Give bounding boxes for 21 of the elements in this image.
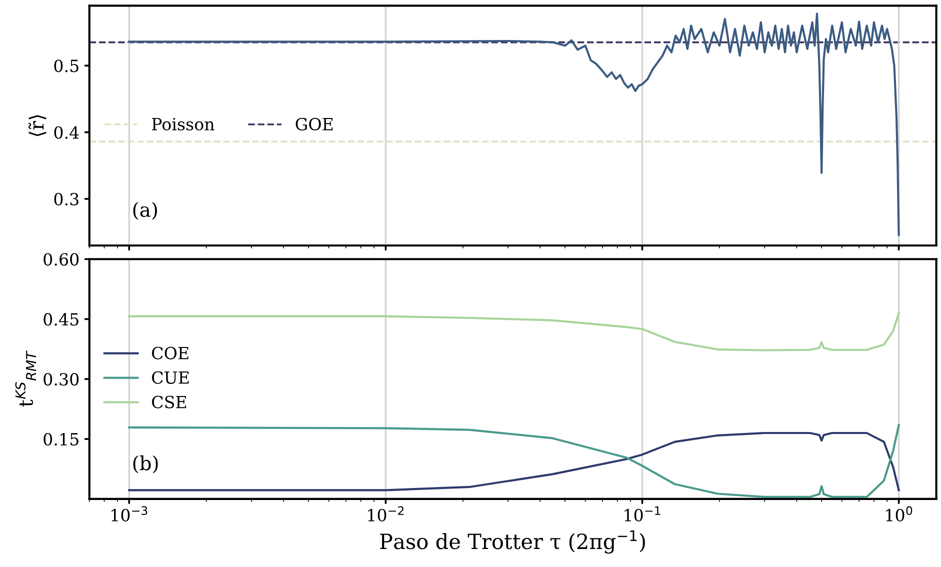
x-tick-label: 10$^{−3}$ <box>112 506 148 522</box>
y-tick-label: 0.4 <box>54 126 79 139</box>
annotation: (b) <box>133 455 158 474</box>
annotation: (a) <box>133 202 157 220</box>
y-tick-label: 0.5 <box>54 60 78 72</box>
y-tick-label: 0.30 <box>44 373 79 386</box>
y-axis-title: ⟨r̃⟩ <box>28 115 46 136</box>
y-tick-label: 0.45 <box>44 313 78 326</box>
y-tick-label: 0.3 <box>54 192 78 206</box>
legend-label: COE <box>152 346 188 360</box>
y-axis-title: t$^{KS}$$_{RMT}$ <box>15 350 36 407</box>
legend-label: CSE <box>152 396 186 408</box>
legend-label: Poisson <box>152 118 214 130</box>
y-tick-label: 0.60 <box>44 253 79 266</box>
y-tick-label: 0.15 <box>44 432 78 446</box>
legend-label: CUE <box>152 371 189 384</box>
legend-label: GOE <box>296 118 333 130</box>
x-tick-label: 10$^{−2}$ <box>368 506 404 522</box>
x-tick-label: 10$^{−1}$ <box>624 506 660 522</box>
x-tick-label: 10$^{0}$ <box>886 506 912 522</box>
x-axis-title: Paso de Trotter τ (2πg$^{−1}$) <box>380 530 645 554</box>
